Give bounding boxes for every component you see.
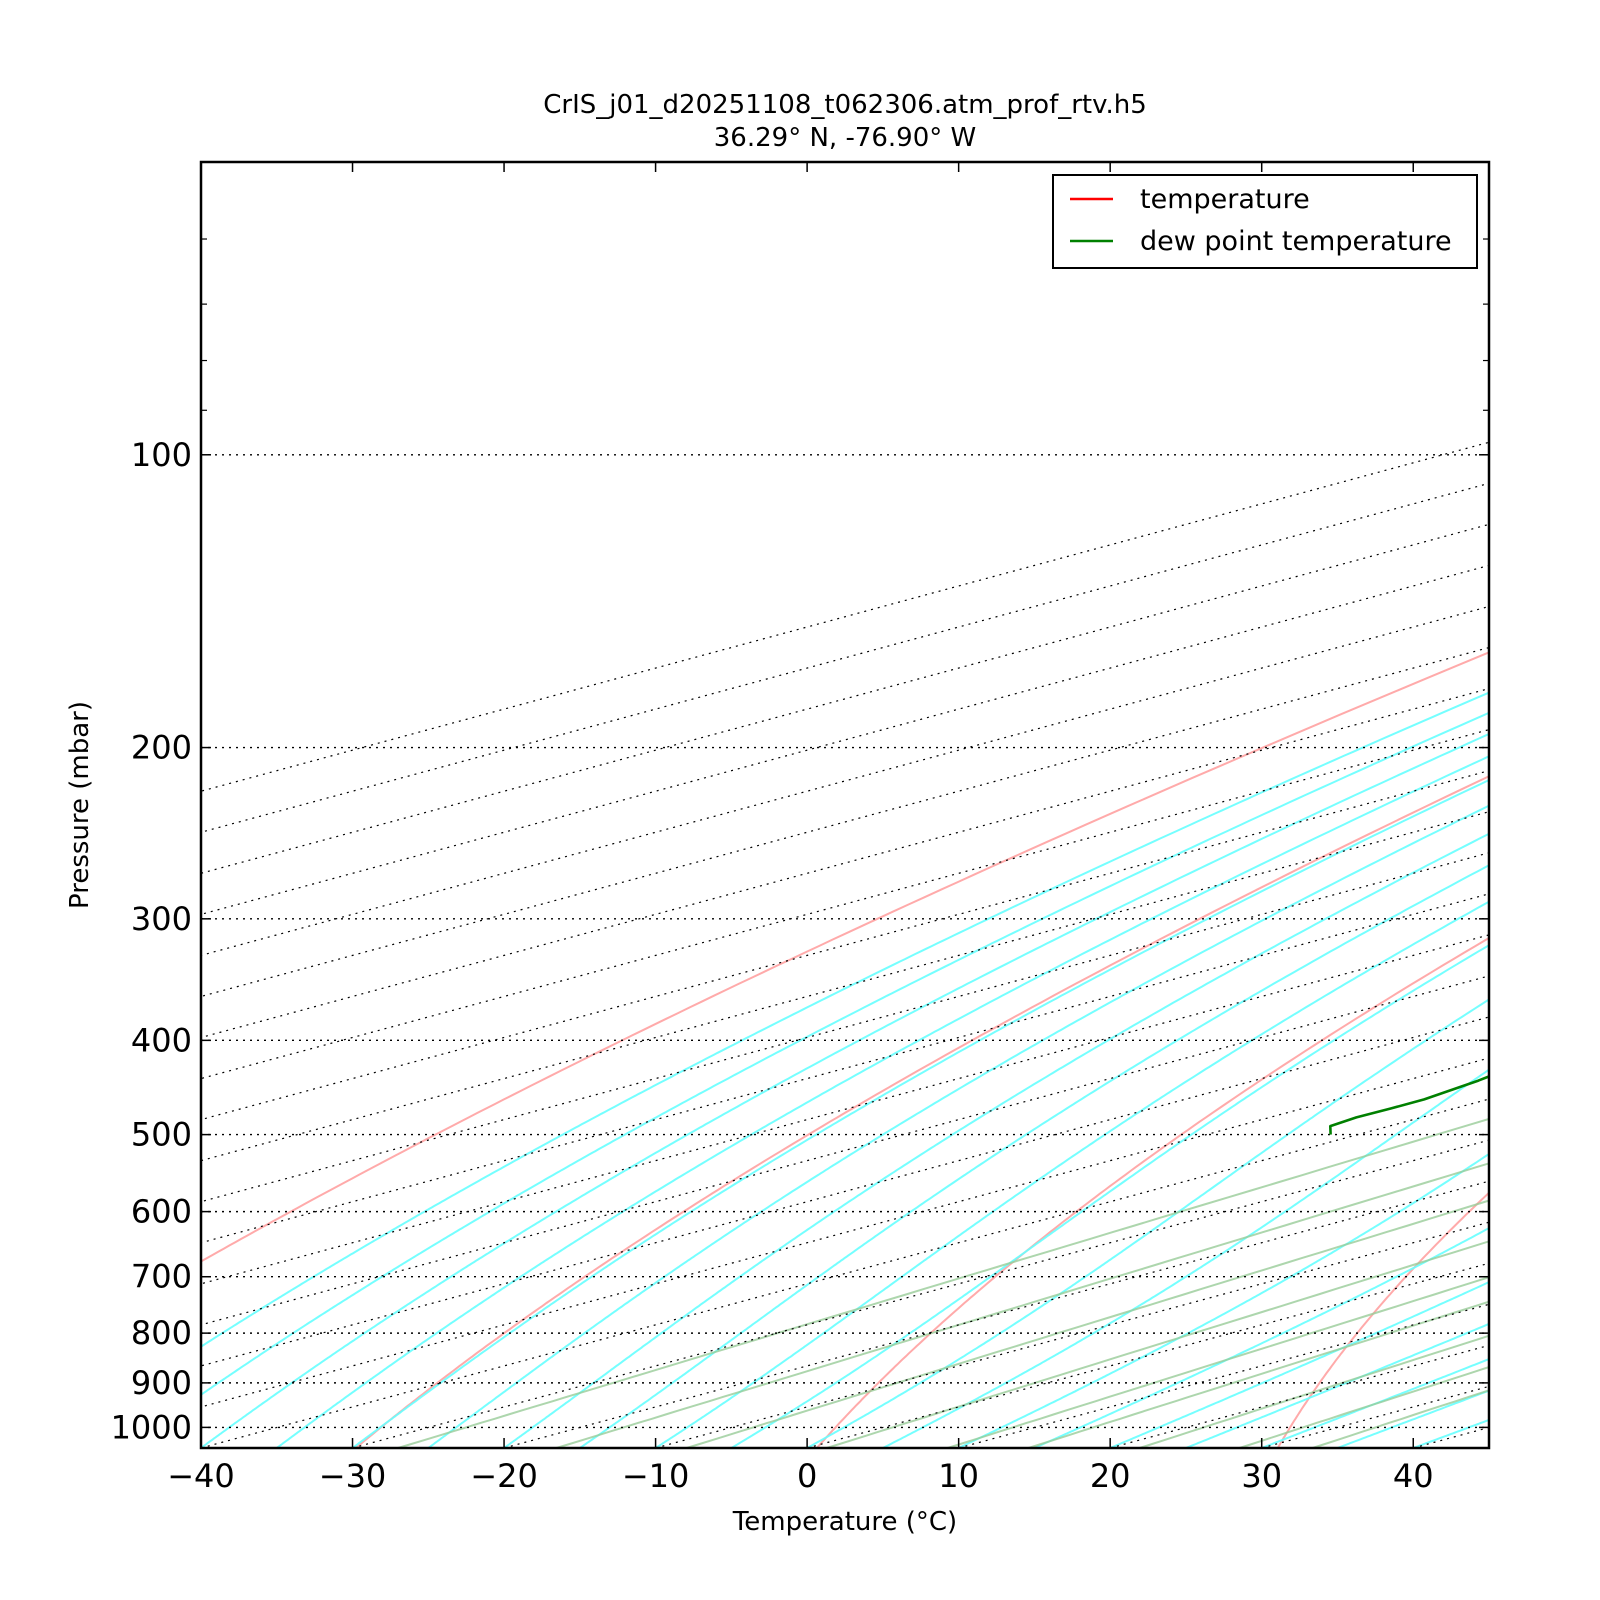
dry-adiabats	[201, 651, 1489, 1448]
chart-subtitle: 36.29° N, -76.90° W	[714, 123, 976, 153]
x-tick-label: −20	[470, 1457, 538, 1495]
moist-adiabat	[276, 755, 1489, 1448]
skewed-isotherm-grid	[201, 162, 1600, 1448]
mixing-ratio-line	[826, 1240, 1489, 1448]
moist-adiabat	[427, 804, 1489, 1448]
y-tick-label: 200	[131, 729, 192, 767]
isotherm-gridline	[352, 1139, 1489, 1448]
y-tick-label: 300	[131, 900, 192, 938]
moist-adiabat	[1261, 1358, 1489, 1448]
moist-adiabat	[1033, 1226, 1489, 1448]
x-tick-label: 40	[1393, 1457, 1434, 1495]
x-tick-label: 0	[797, 1457, 817, 1495]
dry-adiabat	[816, 936, 1489, 1448]
dry-adiabat	[201, 651, 1489, 1263]
isotherm-gridline	[201, 770, 1489, 1121]
chart-title: CrIS_j01_d20251108_t062306.atm_prof_rtv.…	[543, 90, 1147, 120]
moist-adiabat	[1185, 1322, 1489, 1448]
isotherm-gridline	[201, 605, 1489, 957]
x-tick-label: 30	[1241, 1457, 1282, 1495]
x-tick-label: 20	[1090, 1457, 1131, 1495]
isotherm-gridline	[201, 811, 1489, 1162]
dry-adiabat	[1276, 1191, 1489, 1448]
y-tick-label: 800	[131, 1314, 192, 1352]
isotherm-gridline	[201, 729, 1489, 1080]
legend: temperature dew point temperature	[1052, 174, 1478, 269]
isotherm-gridline	[201, 646, 1489, 998]
isotherm-gridline	[655, 1221, 1489, 1448]
mixing-ratio-line	[686, 1199, 1489, 1448]
x-tick-label: 10	[938, 1457, 979, 1495]
y-tick-label: 600	[131, 1193, 192, 1231]
x-axis-label: Temperature (°C)	[732, 1507, 957, 1537]
moist-adiabat	[201, 691, 1489, 1348]
legend-box	[1052, 174, 1478, 269]
moist-adiabats	[201, 691, 1489, 1448]
moist-adiabat	[730, 944, 1489, 1448]
plot-frame	[199, 160, 1491, 1450]
isotherm-gridline	[201, 893, 1489, 1244]
isotherm-gridline	[201, 441, 1489, 792]
isotherm-gridline	[201, 934, 1489, 1285]
isotherm-gridline	[201, 852, 1489, 1203]
y-tick-label: 400	[131, 1021, 192, 1059]
x-tick-label: −30	[319, 1457, 387, 1495]
plot-area	[201, 162, 1600, 1448]
mixing-ratio-line	[947, 1276, 1489, 1448]
y-tick-label: 700	[131, 1258, 192, 1296]
moist-adiabat	[958, 1152, 1489, 1448]
isotherm-gridline	[201, 975, 1489, 1326]
mixing-ratio-line	[1312, 1389, 1489, 1448]
mixing-ratio-line	[1239, 1366, 1489, 1448]
isotherm-gridline	[201, 523, 1489, 874]
mixing-ratio-line	[1028, 1300, 1489, 1448]
moist-adiabat	[201, 711, 1489, 1396]
x-tick-label: −10	[622, 1457, 690, 1495]
series-line-dew-point	[1329, 1075, 1489, 1135]
moist-adiabat	[1412, 1418, 1489, 1448]
isotherm-gridline	[201, 1057, 1489, 1408]
moist-adiabat	[503, 832, 1489, 1448]
moist-adiabat	[201, 732, 1489, 1448]
isotherm-gridline	[806, 1262, 1489, 1448]
pressure-grid	[201, 454, 1489, 1429]
isotherm-gridline	[1565, 162, 1600, 1448]
isotherm-gridline	[201, 564, 1489, 915]
mixing-ratio-line	[556, 1162, 1489, 1448]
isotherm-gridline	[201, 1098, 1489, 1448]
isotherm-gridline	[503, 1180, 1489, 1448]
y-tick-label: 500	[131, 1116, 192, 1154]
moist-adiabat	[882, 1068, 1489, 1448]
y-tick-label: 900	[131, 1364, 192, 1402]
isotherm-gridline	[201, 1016, 1489, 1367]
axis-ticks: −40 −30 −20 −10 0 10 20 30 40 100 200 300 400 500 600 7…	[111, 162, 1489, 1495]
legend-label-dew-point: dew point temperature	[1140, 226, 1452, 257]
mixing-ratio-line	[397, 1117, 1489, 1448]
legend-label-temperature: temperature	[1140, 184, 1310, 215]
y-axis-label: Pressure (mbar)	[65, 701, 95, 909]
moist-adiabat	[655, 900, 1489, 1448]
isotherm-gridline	[1110, 1344, 1489, 1448]
moist-adiabat	[806, 998, 1489, 1448]
moist-adiabat	[1337, 1389, 1489, 1448]
moist-adiabat	[1109, 1280, 1489, 1448]
y-tick-label: 1000	[111, 1408, 192, 1446]
isotherm-gridline	[201, 482, 1489, 833]
series-layer	[1329, 1075, 1489, 1135]
isotherm-gridline	[1413, 1426, 1489, 1448]
isotherm-gridline	[958, 1303, 1489, 1448]
isotherm-gridline	[201, 687, 1489, 1039]
x-tick-label: −40	[167, 1457, 235, 1495]
moist-adiabat	[579, 864, 1489, 1448]
dry-adiabat	[355, 775, 1489, 1448]
y-tick-label: 100	[131, 436, 192, 474]
moist-adiabat	[351, 778, 1489, 1448]
